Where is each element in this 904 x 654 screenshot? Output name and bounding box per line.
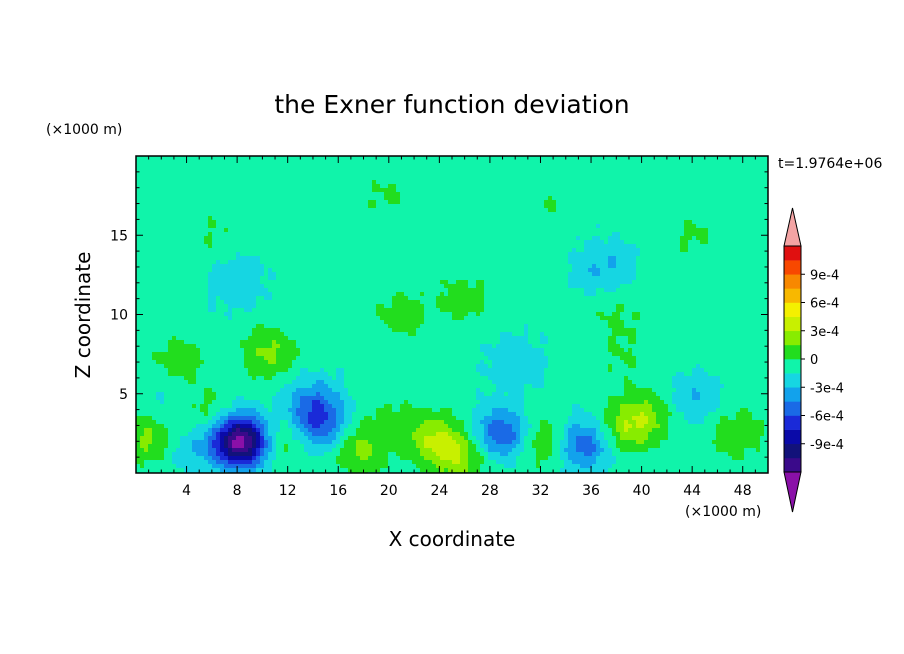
x-tick-label: 8 [233, 483, 242, 499]
colorbar-under-arrow [783, 471, 802, 513]
time-label: t=1.9764e+06 [778, 156, 882, 172]
colorbar-swatch [784, 260, 801, 275]
colorbar-swatch [784, 316, 801, 332]
x-tick-label: 4 [182, 483, 191, 499]
y-tick-label: 5 [119, 387, 128, 403]
y-tick-label: 15 [110, 228, 128, 244]
colorbar-label: 9e-4 [810, 268, 839, 283]
x-tick-label: 40 [633, 483, 651, 499]
x-axis-ticks: 4 8 12 16 20 24 28 32 36 40 44 48 [148, 156, 756, 499]
colorbar-label: 0 [810, 353, 818, 368]
colorbar-over-arrow [783, 207, 802, 247]
colorbar-swatch [784, 415, 801, 430]
colorbar-label: -9e-4 [810, 438, 844, 453]
colorbar-swatch [784, 359, 801, 374]
colorbar: 9e-4 6e-4 3e-4 0 -3e-4 -6e-4 -9e-4 [783, 207, 844, 513]
colorbar-label: -6e-4 [810, 410, 844, 425]
colorbar-swatch [784, 302, 801, 317]
contour-field [136, 156, 768, 473]
colorbar-swatch [784, 288, 801, 303]
colorbar-swatch [784, 457, 801, 473]
colorbar-swatch [784, 330, 801, 346]
colorbar-swatch [784, 373, 801, 388]
x-tick-label: 16 [329, 483, 347, 499]
colorbar-swatch [784, 401, 801, 416]
colorbar-swatch [784, 274, 801, 289]
x-tick-label: 12 [279, 483, 297, 499]
colorbar-swatch [784, 344, 801, 360]
colorbar-label: 3e-4 [810, 325, 839, 340]
y-tick-label: 10 [110, 308, 128, 324]
colorbar-label: -3e-4 [810, 381, 844, 396]
x-tick-label: 48 [734, 483, 752, 499]
x-tick-label: 32 [532, 483, 550, 499]
x-tick-label: 44 [683, 483, 701, 499]
colorbar-swatch [784, 246, 801, 261]
y-axis-ticks: 5 10 15 [110, 171, 768, 458]
x-tick-label: 36 [582, 483, 600, 499]
x-tick-label: 20 [380, 483, 398, 499]
y-unit-label: (×1000 m) [46, 122, 122, 138]
x-axis-label: X coordinate [389, 527, 516, 551]
x-unit-label: (×1000 m) [685, 504, 761, 520]
colorbar-swatch [784, 429, 801, 445]
x-tick-label: 24 [430, 483, 448, 499]
colorbar-swatch [784, 443, 801, 459]
y-axis-label: Z coordinate [71, 252, 95, 379]
x-tick-label: 28 [481, 483, 499, 499]
colorbar-swatch [784, 387, 801, 402]
colorbar-label: 6e-4 [810, 297, 839, 312]
chart-title: the Exner function deviation [274, 90, 629, 119]
